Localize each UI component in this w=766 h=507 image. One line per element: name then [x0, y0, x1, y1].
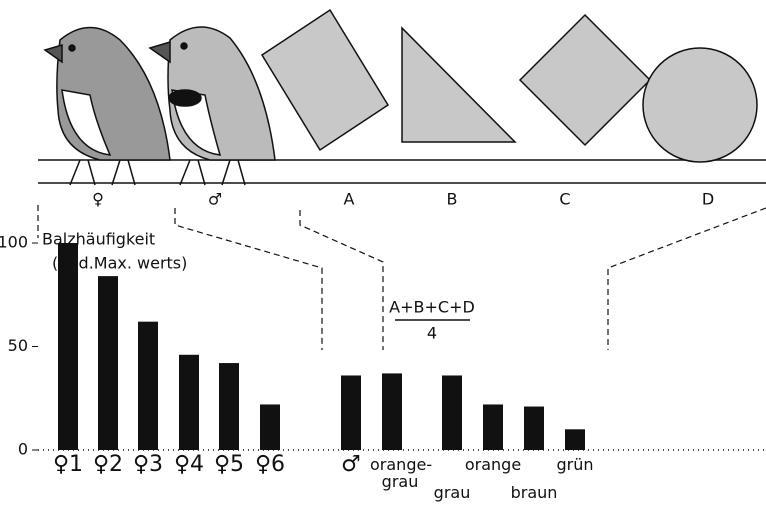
bar: [483, 404, 503, 450]
chart: Balzhäufigkeit (% d.Max. werts) A+B+C+D …: [0, 0, 766, 507]
x-tick-label: ♀6: [240, 456, 300, 473]
bar: [341, 375, 361, 450]
stimulus-label: ♂: [208, 190, 222, 209]
x-tick-label: orange- grau: [370, 456, 430, 490]
bar: [524, 407, 544, 450]
y-tick-label: 100: [0, 233, 28, 252]
x-tick-label: orange: [463, 456, 523, 473]
bar: [138, 322, 158, 450]
bar: [58, 243, 78, 450]
figure: Balzhäufigkeit (% d.Max. werts) A+B+C+D …: [0, 0, 766, 507]
bar: [565, 429, 585, 450]
x-tick-label: grün: [545, 456, 605, 473]
bar: [179, 355, 199, 450]
x-tick-label: braun: [504, 484, 564, 501]
bar: [98, 276, 118, 450]
stimulus-label: A: [344, 190, 355, 209]
y-tick-label: 0: [18, 440, 28, 459]
formula-numerator: A+B+C+D: [389, 298, 475, 317]
y-tick-label: 50: [8, 336, 28, 355]
bar: [260, 404, 280, 450]
bar: [382, 373, 402, 450]
stimulus-label: ♀: [92, 190, 104, 209]
bar: [442, 375, 462, 450]
formula-denominator: 4: [427, 324, 437, 343]
x-tick-label: grau: [422, 484, 482, 501]
bar: [219, 363, 239, 450]
stimulus-label: B: [447, 190, 458, 209]
stimulus-label: C: [559, 190, 570, 209]
stimulus-label: D: [702, 190, 714, 209]
